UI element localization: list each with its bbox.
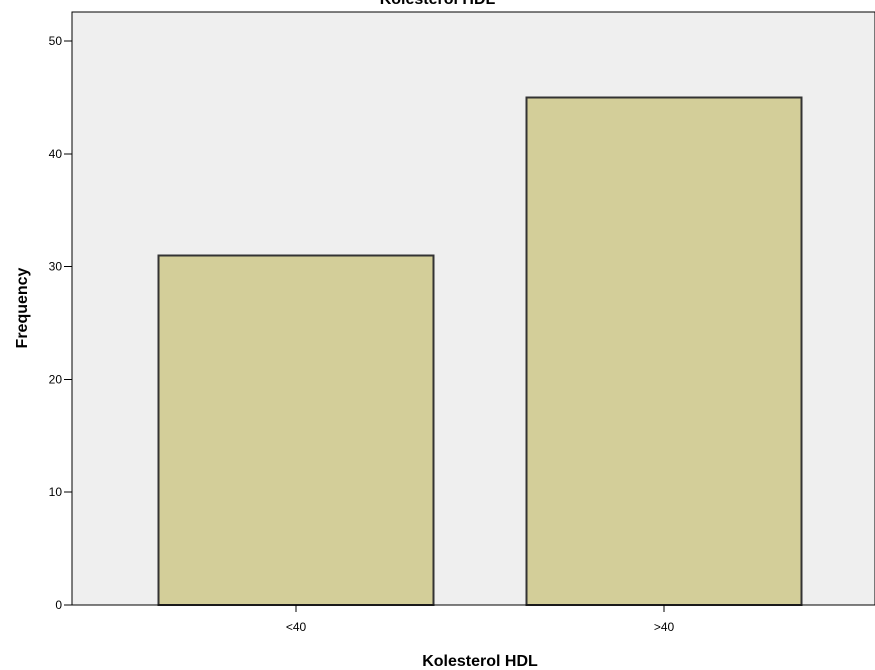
x-tick-label: >40 [654,620,675,634]
y-tick-label: 30 [49,260,63,274]
x-tick-label: <40 [286,620,307,634]
chart-title: Kolesterol HDL [380,0,496,8]
x-axis-ticks: <40 >40 [286,605,675,634]
x-axis-label: Kolesterol HDL [422,653,538,670]
y-axis-ticks: 0 10 20 30 40 50 [49,34,72,612]
y-tick-label: 50 [49,34,63,48]
bars [157,96,803,607]
y-tick-label: 20 [49,372,63,386]
y-tick-label: 10 [49,485,63,499]
y-tick-label: 40 [49,147,63,161]
bar [525,96,803,607]
y-tick-label: 0 [55,598,62,612]
y-axis-label: Frequency [14,267,31,348]
bar [157,254,435,606]
